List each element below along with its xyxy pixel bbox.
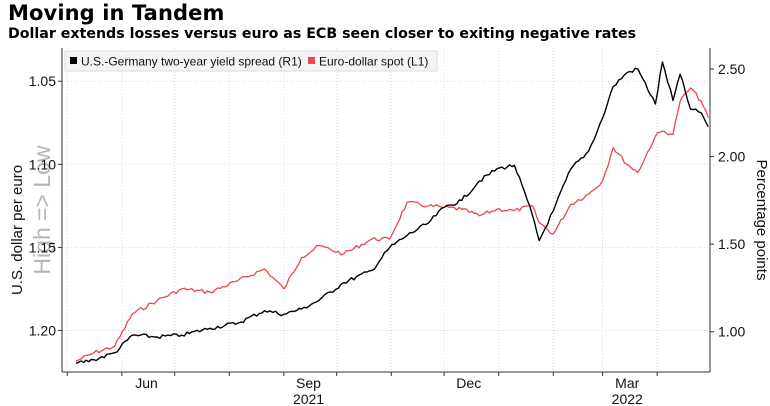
series-lines: [75, 61, 709, 364]
y-axis-right-title: Percentage points: [753, 160, 770, 281]
legend-label: Euro-dollar spot (L1): [319, 55, 428, 69]
gridlines: [62, 48, 710, 372]
left-tick-label: 1.15: [29, 239, 56, 255]
chart-subtitle: Dollar extends losses versus euro as ECB…: [8, 26, 637, 42]
chart-title: Moving in Tandem: [8, 1, 225, 25]
right-tick-label: 1.00: [718, 324, 745, 340]
high-low-annotation: High => Low: [29, 145, 55, 275]
x-tick-label: Jun: [135, 375, 158, 391]
left-tick-label: 1.10: [29, 156, 56, 172]
series-line-yield-spread: [75, 61, 709, 364]
series-line-euro-dollar: [75, 87, 709, 362]
legend-swatch: [70, 57, 77, 64]
left-tick-label: 1.20: [29, 322, 56, 338]
axes: [58, 48, 714, 376]
x-tick-label: Mar: [615, 375, 639, 391]
y-axis-left-title: U.S. dollar per euro: [9, 165, 26, 295]
x-tick-label: Sep: [296, 375, 321, 391]
right-tick-label: 2.00: [718, 149, 745, 165]
right-tick-label: 2.50: [718, 61, 745, 77]
left-tick-label: 1.05: [29, 73, 56, 89]
x-tick-label: Dec: [456, 375, 481, 391]
right-tick-label: 1.50: [718, 236, 745, 252]
legend-label: U.S.-Germany two-year yield spread (R1): [81, 55, 302, 69]
x-year-label: 2022: [612, 391, 643, 406]
x-year-label: 2021: [293, 391, 324, 406]
legend-swatch: [308, 57, 315, 64]
high-low-label: High => Low: [29, 145, 55, 275]
legend-box: [64, 50, 438, 72]
legend: U.S.-Germany two-year yield spread (R1) E…: [64, 50, 438, 72]
